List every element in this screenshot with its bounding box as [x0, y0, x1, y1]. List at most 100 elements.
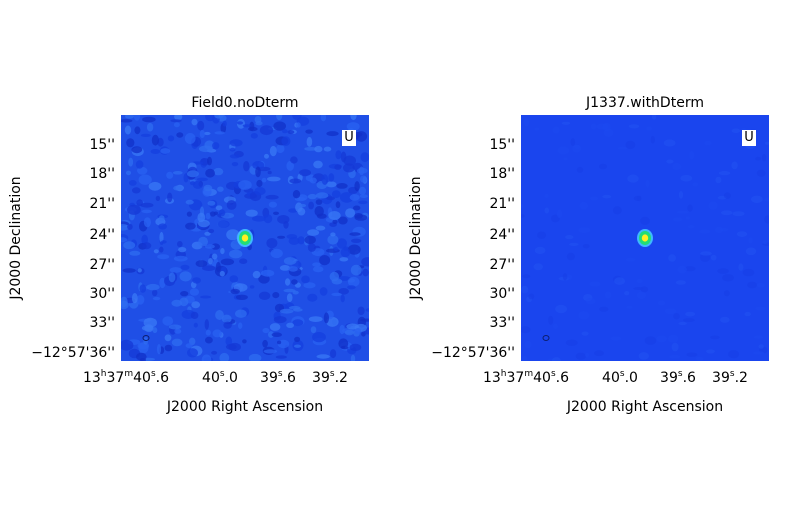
noise-speckle	[561, 121, 571, 125]
noise-speckle	[762, 240, 768, 245]
noise-speckle	[578, 311, 590, 320]
right-y-tick-label: 27''	[489, 257, 515, 273]
noise-speckle	[687, 204, 693, 212]
noise-speckle	[171, 338, 183, 347]
noise-speckle	[761, 154, 767, 162]
noise-speckle	[340, 294, 345, 303]
noise-speckle	[678, 191, 684, 199]
noise-speckle	[283, 288, 296, 293]
noise-speckle	[675, 280, 686, 285]
right-y-axis-label: J2000 Declination	[408, 176, 424, 300]
noise-speckle	[585, 298, 596, 305]
noise-speckle	[273, 121, 286, 131]
noise-speckle	[581, 331, 589, 336]
noise-speckle	[689, 150, 695, 160]
noise-speckle	[340, 345, 349, 350]
noise-speckle	[575, 352, 586, 360]
noise-speckle	[204, 244, 215, 249]
noise-speckle	[556, 209, 563, 219]
noise-speckle	[330, 232, 336, 237]
noise-speckle	[636, 195, 642, 202]
noise-speckle	[168, 324, 182, 330]
noise-speckle	[315, 192, 329, 199]
right-x-tick-label: 13h37m40s.6	[482, 369, 570, 386]
noise-speckle	[305, 129, 313, 134]
noise-speckle	[174, 115, 183, 121]
noise-speckle	[268, 201, 277, 208]
noise-speckle	[347, 276, 360, 287]
noise-speckle	[258, 274, 270, 284]
noise-speckle	[150, 149, 161, 154]
noise-speckle	[173, 122, 180, 128]
noise-speckle	[304, 235, 316, 245]
noise-speckle	[565, 235, 574, 240]
noise-speckle	[521, 214, 525, 218]
noise-speckle	[189, 181, 196, 186]
noise-speckle	[673, 313, 680, 320]
noise-speckle	[148, 181, 162, 191]
noise-speckle	[189, 337, 196, 346]
noise-speckle	[133, 115, 141, 121]
noise-speckle	[522, 355, 528, 361]
noise-speckle	[684, 266, 696, 272]
noise-speckle	[159, 231, 164, 243]
noise-speckle	[158, 215, 165, 222]
noise-speckle	[217, 220, 230, 228]
noise-speckle	[704, 140, 712, 146]
noise-speckle	[323, 312, 329, 324]
noise-speckle	[747, 281, 757, 289]
noise-speckle	[349, 194, 360, 201]
noise-speckle	[326, 131, 339, 137]
left-x-tick-label: 13h37m40s.6	[82, 369, 170, 386]
noise-speckle	[312, 332, 326, 343]
noise-speckle	[262, 327, 270, 334]
noise-speckle	[663, 139, 676, 147]
noise-speckle	[192, 277, 201, 284]
noise-speckle	[562, 273, 568, 281]
noise-speckle	[140, 358, 146, 361]
noise-speckle	[167, 135, 175, 142]
noise-speckle	[280, 308, 294, 314]
noise-speckle	[544, 207, 550, 214]
beam-marker	[542, 335, 550, 341]
noise-speckle	[313, 160, 323, 169]
noise-speckle	[187, 348, 198, 358]
noise-speckle	[199, 129, 205, 139]
noise-speckle	[217, 186, 224, 192]
noise-speckle	[195, 260, 208, 268]
noise-speckle	[249, 121, 255, 131]
right-x-tick-label: 39s.2	[712, 369, 748, 386]
noise-speckle	[706, 349, 715, 354]
noise-speckle	[219, 352, 230, 361]
noise-speckle	[281, 136, 291, 146]
noise-speckle	[126, 138, 135, 148]
noise-speckle	[326, 196, 335, 201]
noise-speckle	[164, 334, 172, 342]
noise-speckle	[186, 170, 199, 178]
noise-speckle	[728, 350, 740, 359]
right-y-tick-label: −12°57'36''	[431, 345, 515, 361]
noise-speckle	[353, 205, 361, 211]
noise-speckle	[146, 283, 160, 291]
noise-speckle	[752, 351, 765, 355]
noise-speckle	[350, 264, 362, 276]
source-core	[641, 234, 649, 242]
noise-speckle	[304, 147, 318, 151]
noise-speckle	[301, 275, 310, 284]
noise-speckle	[523, 118, 530, 127]
noise-speckle	[200, 295, 212, 299]
source-core	[241, 234, 249, 242]
noise-speckle	[263, 349, 278, 354]
noise-speckle	[239, 258, 248, 264]
noise-speckle	[627, 174, 639, 183]
noise-speckle	[235, 309, 247, 318]
noise-speckle	[139, 284, 147, 293]
noise-speckle	[229, 147, 236, 152]
noise-speckle	[169, 267, 182, 273]
noise-speckle	[339, 192, 354, 203]
noise-speckle	[354, 214, 368, 221]
noise-speckle	[173, 255, 188, 262]
noise-speckle	[287, 130, 295, 135]
noise-speckle	[265, 194, 279, 200]
noise-speckle	[211, 253, 218, 260]
